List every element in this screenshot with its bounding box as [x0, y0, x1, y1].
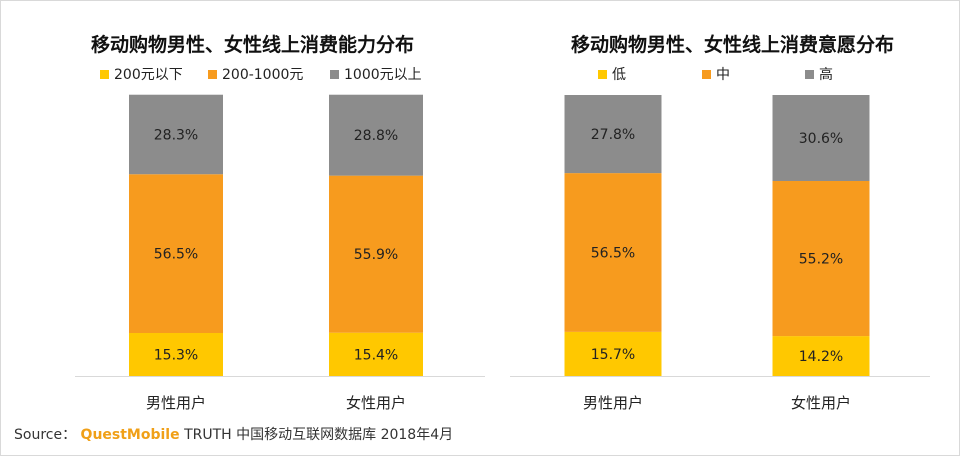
legend-label: 1000元以上 — [344, 67, 422, 83]
legend-item-low: 低 — [598, 64, 626, 84]
bar-segment — [772, 336, 870, 376]
category-label: 男性用户 — [146, 394, 206, 412]
chart-legend: 低 中 高 — [505, 64, 960, 84]
bar-segment — [129, 174, 223, 334]
legend-item-mid: 200-1000元 — [208, 64, 303, 84]
bar-segment — [329, 175, 423, 333]
data-label: 15.7% — [591, 347, 635, 363]
bar-segment — [564, 173, 662, 332]
data-label: 55.2% — [799, 252, 843, 268]
source-brand: QuestMobile — [80, 427, 180, 443]
source-prefix: Source： — [14, 427, 77, 443]
legend-item-high: 高 — [805, 64, 833, 84]
chart-title: 移动购物男性、女性线上消费能力分布 — [90, 34, 414, 56]
chart-plot: 15.3% 56.5% 28.3% 男性用户 15.4% 55.9% 28.8% 女性用户 — [75, 94, 485, 412]
legend-item-low: 200元以下 — [100, 64, 183, 84]
legend-swatch-mid — [702, 69, 711, 79]
bar-segment — [564, 331, 662, 376]
data-label: 30.6% — [799, 131, 843, 147]
legend-swatch-low — [100, 69, 109, 79]
bar-segment — [129, 94, 223, 175]
source-rest: TRUTH 中国移动互联网数据库 2018年4月 — [184, 427, 454, 443]
bar-segment — [329, 94, 423, 176]
category-label: 女性用户 — [791, 394, 851, 412]
data-label: 15.3% — [154, 348, 198, 364]
data-label: 55.9% — [354, 247, 398, 263]
category-label: 男性用户 — [583, 394, 643, 412]
chart-title: 移动购物男性、女性线上消费意愿分布 — [570, 34, 894, 56]
willingness-chart-panel: 移动购物男性、女性线上消费意愿分布 低 中 高 15.7% 56.5% 27.8% 男… — [505, 0, 960, 420]
data-label: 28.8% — [354, 128, 398, 144]
legend-label: 高 — [819, 67, 833, 83]
legend-swatch-low — [598, 69, 607, 79]
legend-label: 200元以下 — [114, 67, 183, 83]
legend-swatch-high — [330, 69, 339, 79]
chart-plot: 15.7% 56.5% 27.8% 男性用户 14.2% 55.2% 30.6% 女性用户 — [510, 95, 930, 412]
data-label: 27.8% — [591, 127, 635, 143]
bar-segment — [329, 332, 423, 376]
capability-chart-panel: 移动购物男性、女性线上消费能力分布 200元以下 200-1000元 1000元… — [0, 0, 505, 420]
data-label: 56.5% — [591, 246, 635, 262]
legend-label: 低 — [612, 67, 626, 83]
data-label: 56.5% — [154, 247, 198, 263]
category-label: 女性用户 — [346, 394, 406, 412]
data-label: 28.3% — [154, 127, 198, 143]
chart-legend: 200元以下 200-1000元 1000元以上 — [0, 64, 505, 84]
bar-segment — [129, 333, 223, 376]
legend-item-mid: 中 — [702, 64, 730, 84]
legend-label: 中 — [716, 67, 730, 83]
legend-swatch-high — [805, 69, 814, 79]
bar-segment — [772, 180, 870, 337]
legend-item-high: 1000元以上 — [330, 64, 422, 84]
data-label: 15.4% — [354, 347, 398, 363]
source-note: Source： QuestMobile TRUTH 中国移动互联网数据库 201… — [14, 424, 453, 444]
data-label: 14.2% — [799, 349, 843, 365]
legend-swatch-mid — [208, 69, 217, 79]
bar-segment — [772, 95, 870, 181]
legend-label: 200-1000元 — [222, 67, 304, 83]
bar-segment — [564, 95, 662, 174]
